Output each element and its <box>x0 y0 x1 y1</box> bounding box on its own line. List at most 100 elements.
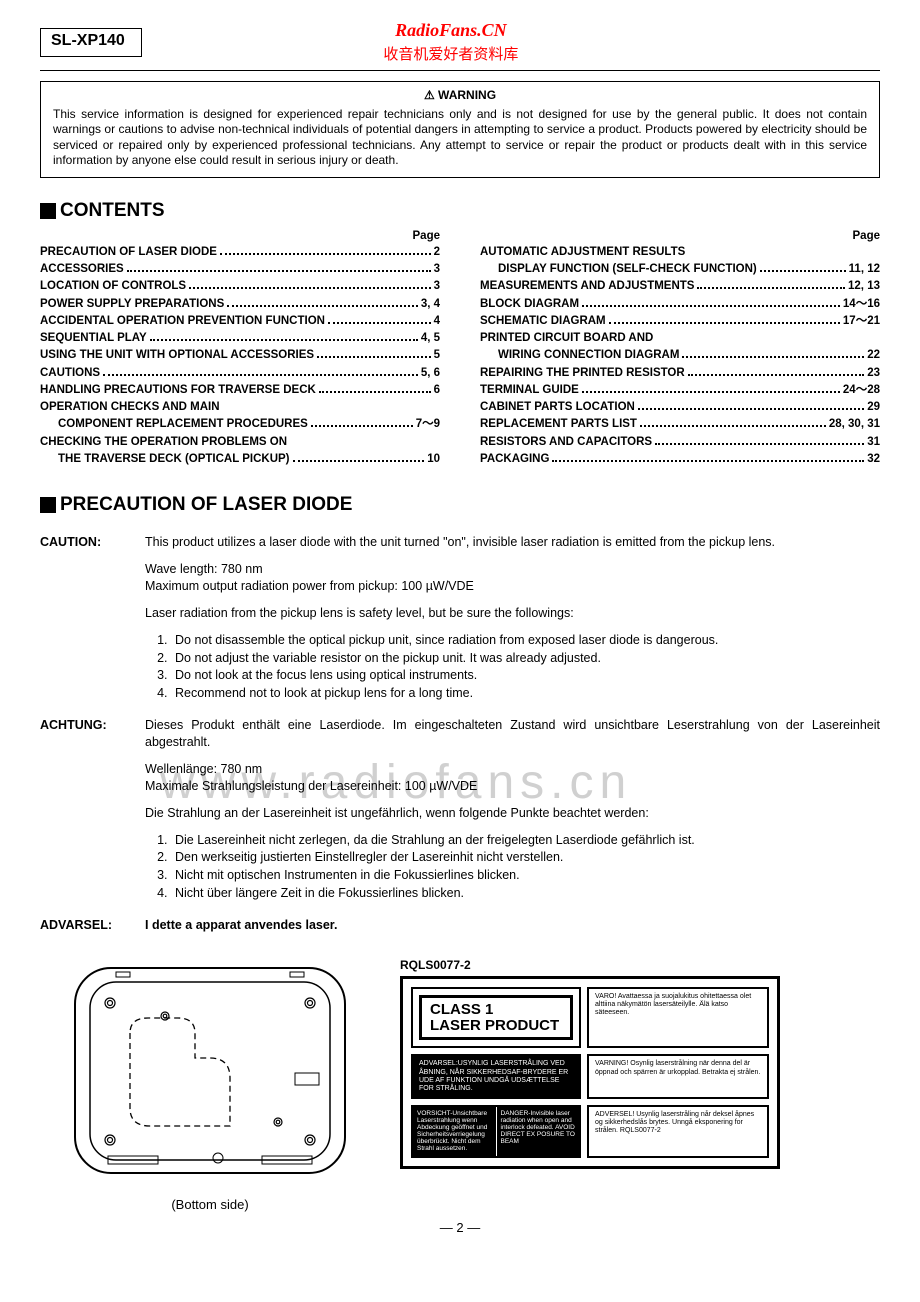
advarsel-text: I dette a apparat anvendes laser. <box>145 917 880 934</box>
toc-page: 5 <box>434 347 440 364</box>
toc-leader <box>103 368 418 376</box>
toc-page-label: Page <box>40 230 440 242</box>
achtung-text: Dieses Produkt enthält eine Laserdiode. … <box>145 717 880 751</box>
toc-page: 28, 30, 31 <box>829 416 880 433</box>
page-number: — 2 — <box>40 1220 880 1235</box>
toc-page: 17～21 <box>843 313 880 330</box>
device-outline-svg <box>60 958 360 1188</box>
list-item: Do not look at the focus lens using opti… <box>171 667 880 684</box>
danger-text: DANGER-Invisible laser radiation when op… <box>497 1107 580 1156</box>
caution-text: Maximum output radiation power from pick… <box>145 578 880 595</box>
site-name: RadioFans.CN <box>22 20 880 41</box>
page-header: SL-XP140 RadioFans.CN 收音机爱好者资料库 <box>40 20 880 64</box>
toc-label: RESISTORS AND CAPACITORS <box>480 434 652 451</box>
toc-label: PACKAGING <box>480 451 549 468</box>
toc-leader <box>220 247 431 255</box>
toc-page: 23 <box>867 365 880 382</box>
toc-page: 4 <box>434 313 440 330</box>
toc-page-label: Page <box>480 230 880 242</box>
achtung-text: Wellenlänge: 780 nm <box>145 761 880 778</box>
toc-label: PRECAUTION OF LASER DIODE <box>40 244 217 261</box>
warning-body: This service information is designed for… <box>53 107 867 169</box>
square-bullet-icon <box>40 203 56 219</box>
site-subtitle: 收音机爱好者资料库 <box>22 43 880 64</box>
toc-row: POWER SUPPLY PREPARATIONS 3, 4 <box>40 296 440 313</box>
advarsel-label: ADVARSEL: <box>40 917 145 944</box>
toc-label: THE TRAVERSE DECK (OPTICAL PICKUP) <box>40 451 290 468</box>
table-of-contents: Page PRECAUTION OF LASER DIODE2ACCESSORI… <box>40 230 880 468</box>
varo-label: VARO! Avattaessa ja suojalukitus ohitett… <box>587 987 769 1049</box>
toc-label: OPERATION CHECKS AND MAIN <box>40 399 220 416</box>
laser-label-plate: CLASS 1 LASER PRODUCT VARO! Avattaessa j… <box>400 976 780 1169</box>
toc-label: PRINTED CIRCUIT BOARD AND <box>480 330 653 347</box>
list-item: Nicht über längere Zeit in die Fokussier… <box>171 885 880 902</box>
contents-title: CONTENTS <box>60 200 165 222</box>
toc-label: MEASUREMENTS AND ADJUSTMENTS <box>480 278 694 295</box>
bottom-side-caption: (Bottom side) <box>40 1197 380 1212</box>
toc-row: COMPONENT REPLACEMENT PROCEDURES7～9 <box>40 416 440 433</box>
class1-label: CLASS 1 LASER PRODUCT <box>411 987 581 1049</box>
caution-text: Laser radiation from the pickup lens is … <box>145 605 880 622</box>
toc-leader <box>697 281 845 289</box>
toc-leader <box>189 281 431 289</box>
toc-leader <box>638 402 864 410</box>
toc-row: ACCIDENTAL OPERATION PREVENTION FUNCTION… <box>40 313 440 330</box>
toc-label: AUTOMATIC ADJUSTMENT RESULTS <box>480 244 685 261</box>
toc-page: 14～16 <box>843 296 880 313</box>
toc-leader <box>127 264 431 272</box>
caution-label: CAUTION: <box>40 534 145 703</box>
contents-heading: CONTENTS <box>40 200 880 222</box>
toc-leader <box>552 454 864 462</box>
precaution-heading: PRECAUTION OF LASER DIODE <box>40 494 880 516</box>
toc-leader <box>328 316 431 324</box>
varning-label: VARNING! Osynlig laserstrålning när denn… <box>587 1054 769 1098</box>
toc-page: 31 <box>867 434 880 451</box>
toc-label: POWER SUPPLY PREPARATIONS <box>40 296 224 313</box>
list-item: Recommend not to look at pickup lens for… <box>171 685 880 702</box>
toc-page: 6 <box>434 382 440 399</box>
toc-leader <box>760 264 846 272</box>
toc-row: REPLACEMENT PARTS LIST 28, 30, 31 <box>480 416 880 433</box>
toc-page: 7～9 <box>416 416 440 433</box>
toc-row: CAUTIONS5, 6 <box>40 365 440 382</box>
advarsel-dk-label: ADVARSEL:USYNLIG LASERSTRÅLING VED ÅBNIN… <box>411 1054 581 1098</box>
toc-row: ACCESSORIES3 <box>40 261 440 278</box>
list-item: Do not disassemble the optical pickup un… <box>171 632 880 649</box>
caution-text: This product utilizes a laser diode with… <box>145 534 880 551</box>
toc-row: LOCATION OF CONTROLS3 <box>40 278 440 295</box>
toc-leader <box>319 385 431 393</box>
toc-leader <box>582 299 840 307</box>
list-item: Nicht mit optischen Instrumenten in die … <box>171 867 880 884</box>
part-number: RQLS0077-2 <box>400 958 880 972</box>
toc-page: 11, 12 <box>849 261 880 278</box>
achtung-text: Maximale Strahlungsleistung der Laserein… <box>145 778 880 795</box>
toc-row: REPAIRING THE PRINTED RESISTOR23 <box>480 365 880 382</box>
toc-leader <box>317 350 430 358</box>
toc-page: 4, 5 <box>421 330 440 347</box>
header-rule <box>40 70 880 71</box>
caution-block: CAUTION: This product utilizes a laser d… <box>40 534 880 703</box>
toc-left-column: Page PRECAUTION OF LASER DIODE2ACCESSORI… <box>40 230 440 468</box>
toc-leader <box>640 419 826 427</box>
toc-page: 12, 13 <box>848 278 880 295</box>
vorsicht-danger-label: VORSICHT-Unsichtbare Laserstrahlung wenn… <box>411 1105 581 1158</box>
achtung-list: Die Lasereinheit nicht zerlegen, da die … <box>145 832 880 903</box>
toc-row: TERMINAL GUIDE24～28 <box>480 382 880 399</box>
toc-row: MEASUREMENTS AND ADJUSTMENTS 12, 13 <box>480 278 880 295</box>
toc-leader <box>688 368 865 376</box>
toc-row: BLOCK DIAGRAM14～16 <box>480 296 880 313</box>
toc-label: REPLACEMENT PARTS LIST <box>480 416 637 433</box>
toc-label: CABINET PARTS LOCATION <box>480 399 635 416</box>
advarsel-no-label: ADVERSEL! Usynlig laserstråling når deks… <box>587 1105 769 1158</box>
toc-label: WIRING CONNECTION DIAGRAM <box>480 347 679 364</box>
toc-label: TERMINAL GUIDE <box>480 382 579 399</box>
toc-label: USING THE UNIT WITH OPTIONAL ACCESSORIES <box>40 347 314 364</box>
square-bullet-icon <box>40 497 56 513</box>
toc-leader <box>293 454 425 462</box>
toc-leader <box>227 299 418 307</box>
toc-label: CHECKING THE OPERATION PROBLEMS ON <box>40 434 287 451</box>
toc-page: 3, 4 <box>421 296 440 313</box>
toc-leader <box>682 350 864 358</box>
toc-leader <box>150 333 418 341</box>
toc-row: PRINTED CIRCUIT BOARD AND <box>480 330 880 347</box>
